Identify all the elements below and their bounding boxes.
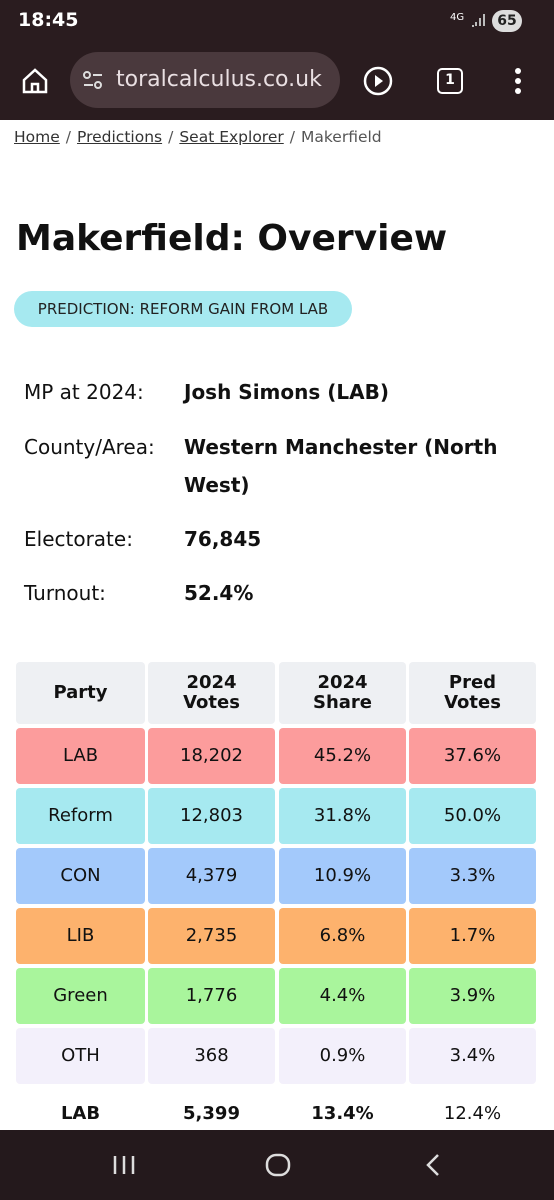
- table-header-cell: 2024 Votes: [148, 662, 275, 724]
- site-settings-icon[interactable]: [82, 70, 104, 90]
- table-cell: 1.7%: [409, 908, 536, 964]
- prediction-badge: PREDICTION: REFORM GAIN FROM LAB: [14, 291, 352, 327]
- status-bar: 18:45 4G 65: [0, 0, 554, 42]
- table-cell: 10.9%: [279, 848, 406, 904]
- table-cell: 12,803: [148, 788, 275, 844]
- play-button[interactable]: [362, 65, 394, 97]
- back-button[interactable]: [424, 1152, 442, 1178]
- info-label: Turnout:: [24, 581, 106, 605]
- table-cell: OTH: [16, 1028, 145, 1084]
- table-cell: 18,202: [148, 728, 275, 784]
- network: 4G: [450, 12, 465, 23]
- table-cell: 4.4%: [279, 968, 406, 1024]
- table-cell: 6.8%: [279, 908, 406, 964]
- info-value: 52.4%: [184, 581, 254, 605]
- table-header-cell: Pred Votes: [409, 662, 536, 724]
- breadcrumb-current: Makerfield: [300, 128, 382, 146]
- info-value: Josh Simons (LAB): [184, 380, 389, 404]
- nav-bar: [0, 1130, 554, 1200]
- table-header-cell: Party: [16, 662, 145, 724]
- menu-button[interactable]: [510, 66, 526, 96]
- table-cell: LAB: [16, 728, 145, 784]
- table-cell: 4,379: [148, 848, 275, 904]
- tab-count: 1: [445, 72, 455, 88]
- page-title: Makerfield: Overview: [16, 218, 448, 259]
- table-cell: Green: [16, 968, 145, 1024]
- table-cell: 31.8%: [279, 788, 406, 844]
- info-label: County/Area:: [24, 435, 155, 459]
- table-cell: 368: [148, 1028, 275, 1084]
- tabs-button[interactable]: 1: [437, 68, 463, 94]
- home-button[interactable]: [20, 66, 50, 96]
- url-text: toralcalculus.co.uk: [116, 67, 322, 92]
- battery: 65: [492, 10, 522, 32]
- table-cell: 1,776: [148, 968, 275, 1024]
- clock: 18:45: [18, 9, 79, 31]
- home-nav-button[interactable]: [264, 1152, 292, 1178]
- table-cell: CON: [16, 848, 145, 904]
- table-cell: 3.4%: [409, 1028, 536, 1084]
- breadcrumb: Home / Predictions / Seat Explorer / Makerfiel…: [14, 128, 382, 146]
- table-cell: 3.3%: [409, 848, 536, 904]
- table-cell: 0.9%: [279, 1028, 406, 1084]
- info-label: MP at 2024:: [24, 380, 144, 404]
- table-cell: 3.9%: [409, 968, 536, 1024]
- browser-bar: toralcalculus.co.uk 1: [0, 42, 554, 120]
- info-value: 76,845: [184, 527, 262, 551]
- info-value: Western Manchester (North West): [184, 435, 498, 497]
- breadcrumb-link[interactable]: Home: [14, 128, 60, 146]
- info-label: Electorate:: [24, 527, 133, 551]
- table-cell: 37.6%: [409, 728, 536, 784]
- breadcrumb-separator: /: [168, 128, 174, 146]
- url-bar[interactable]: toralcalculus.co.uk: [70, 52, 340, 108]
- recents-button[interactable]: [112, 1154, 136, 1176]
- table-cell: 45.2%: [279, 728, 406, 784]
- table-cell: Reform: [16, 788, 145, 844]
- breadcrumb-link[interactable]: Seat Explorer: [179, 128, 284, 146]
- breadcrumb-separator: /: [65, 128, 72, 146]
- breadcrumb-link[interactable]: Predictions: [77, 128, 163, 146]
- table-header-cell: 2024 Share: [279, 662, 406, 724]
- table-cell: 2,735: [148, 908, 275, 964]
- signal-icon: [472, 14, 485, 27]
- table-cell: 50.0%: [409, 788, 536, 844]
- breadcrumb-separator: /: [289, 128, 295, 146]
- table-cell: LIB: [16, 908, 145, 964]
